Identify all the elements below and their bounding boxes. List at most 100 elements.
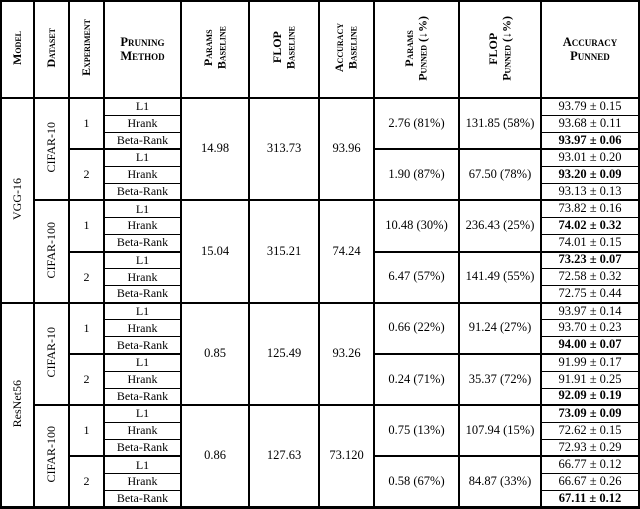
flop-pruned-cell: 84.87 (33%)	[458, 455, 542, 509]
header-experiment-label: Experiment	[78, 19, 93, 77]
flop-baseline-cell: 315.21	[248, 199, 320, 304]
accuracy-pruned-cell: 73.23 ± 0.07	[540, 250, 640, 270]
experiment-cell: 1	[68, 97, 105, 150]
accuracy-pruned-cell: 74.02 ± 0.32	[540, 216, 640, 236]
accuracy-pruned-cell: 72.93 ± 0.29	[540, 438, 640, 457]
header-dataset: Dataset	[33, 0, 70, 99]
dataset-label: CIFAR-100	[43, 426, 58, 483]
table-row: Beta-Rank 72.75 ± 0.44	[1, 285, 640, 304]
accuracy-pruned-cell: 93.68 ± 0.11	[540, 114, 640, 133]
params-pruned-cell: 0.66 (22%)	[373, 301, 460, 355]
model-label: ResNet56	[9, 379, 24, 427]
flop-pruned-cell: 236.43 (25%)	[458, 199, 542, 253]
flop-baseline-cell: 313.73	[248, 97, 320, 201]
accuracy-baseline-cell: 74.24	[318, 199, 375, 304]
method-cell: Beta-Rank	[103, 285, 182, 304]
experiment-cell: 2	[68, 352, 105, 406]
table-row: Hrank 93.70 ± 0.23	[1, 319, 640, 338]
flop-baseline-cell: 125.49	[248, 301, 320, 406]
accuracy-baseline-cell: 93.26	[318, 301, 375, 406]
accuracy-pruned-cell: 93.20 ± 0.09	[540, 165, 640, 184]
dataset-cell: CIFAR-100	[33, 199, 70, 304]
accuracy-pruned-cell: 93.79 ± 0.15	[540, 97, 640, 116]
method-cell: Hrank	[103, 421, 182, 440]
header-experiment: Experiment	[68, 0, 105, 99]
header-accuracy-pruned-line1: Accuracy	[562, 34, 618, 49]
params-baseline-cell: 15.04	[180, 199, 250, 304]
header-dataset-label: Dataset	[43, 28, 58, 68]
method-cell: Hrank	[103, 472, 182, 491]
accuracy-pruned-cell: 93.97 ± 0.06	[540, 131, 640, 150]
accuracy-pruned-cell: 94.00 ± 0.07	[540, 336, 640, 355]
table-row: Beta-Rank 74.01 ± 0.15	[1, 233, 640, 253]
accuracy-pruned-cell: 67.11 ± 0.12	[540, 489, 640, 509]
table-row: Hrank 93.20 ± 0.09	[1, 165, 640, 184]
method-cell: Hrank	[103, 114, 182, 133]
header-accuracy-baseline-line1: Accuracy	[332, 23, 347, 73]
accuracy-pruned-cell: 74.01 ± 0.15	[540, 233, 640, 253]
method-cell: Beta-Rank	[103, 336, 182, 355]
dataset-label: CIFAR-100	[43, 221, 58, 279]
method-cell: Beta-Rank	[103, 131, 182, 150]
params-pruned-cell: 0.58 (67%)	[373, 455, 460, 509]
method-cell: L1	[103, 148, 182, 167]
accuracy-pruned-cell: 72.58 ± 0.32	[540, 268, 640, 287]
accuracy-pruned-cell: 72.75 ± 0.44	[540, 285, 640, 304]
table-row: CIFAR-100 1 L1 0.86 127.63 73.120 0.75 (…	[1, 404, 640, 509]
method-cell: Hrank	[103, 319, 182, 338]
method-cell: L1	[103, 455, 182, 474]
method-cell: Beta-Rank	[103, 182, 182, 201]
params-baseline-cell: 14.98	[180, 97, 250, 201]
accuracy-pruned-cell: 92.09 ± 0.19	[540, 387, 640, 406]
model-cell-vgg16: VGG-16	[0, 97, 35, 304]
header-flop-pruned: FLOP Punned (↓%)	[458, 0, 542, 99]
method-cell: L1	[103, 250, 182, 270]
table-row: 2 L1 1.90 (87%) 67.50 (78%) 93.01 ± 0.20	[1, 148, 640, 201]
method-cell: Beta-Rank	[103, 438, 182, 457]
flop-pruned-cell: 107.94 (15%)	[458, 404, 542, 457]
header-flop-pruned-line1: FLOP	[485, 31, 500, 64]
table-row: Beta-Rank 67.11 ± 0.12	[1, 489, 640, 509]
header-params-baseline-line1: Params	[200, 29, 215, 67]
table-row: 2 L1 6.47 (57%) 141.49 (55%) 73.23 ± 0.0…	[1, 250, 640, 304]
table-row: VGG-16 CIFAR-10 1 L1 14.98 313.73 93.96 …	[0, 97, 640, 304]
accuracy-pruned-cell: 93.01 ± 0.20	[540, 148, 640, 167]
table-row: Beta-Rank 94.00 ± 0.07	[1, 336, 640, 355]
header-flop-baseline-line1: FLOP	[269, 31, 284, 64]
header-pruning-method: Pruning Method	[103, 0, 182, 99]
accuracy-pruned-cell: 66.77 ± 0.12	[540, 455, 640, 474]
flop-baseline-cell: 127.63	[248, 404, 320, 509]
header-pruning-method-line1: Pruning	[120, 34, 165, 49]
experiment-cell: 1	[68, 404, 105, 457]
params-pruned-cell: 6.47 (57%)	[373, 250, 460, 304]
dataset-cell: CIFAR-10	[33, 97, 70, 201]
method-cell: Hrank	[103, 268, 182, 287]
experiment-cell: 2	[68, 455, 105, 509]
flop-pruned-cell: 131.85 (58%)	[458, 97, 542, 150]
method-cell: Beta-Rank	[103, 233, 182, 253]
method-cell: Hrank	[103, 165, 182, 184]
header-model-label: Model	[9, 30, 24, 65]
accuracy-baseline-cell: 73.120	[318, 404, 375, 509]
method-cell: Hrank	[103, 216, 182, 236]
experiment-cell: 1	[68, 199, 105, 253]
experiment-cell: 2	[68, 148, 105, 201]
header-flop-baseline: FLOP Baseline	[248, 0, 320, 99]
table-row: CIFAR-100 1 L1 15.04 315.21 74.24 10.48 …	[1, 199, 640, 304]
method-cell: L1	[103, 301, 182, 321]
model-cell-resnet56: ResNet56	[0, 301, 35, 508]
dataset-label: CIFAR-10	[43, 122, 58, 173]
params-pruned-cell: 2.76 (81%)	[373, 97, 460, 150]
accuracy-pruned-cell: 93.70 ± 0.23	[540, 319, 640, 338]
accuracy-pruned-cell: 93.97 ± 0.14	[540, 301, 640, 321]
method-cell: L1	[103, 404, 182, 423]
accuracy-pruned-cell: 66.67 ± 0.26	[540, 472, 640, 491]
header-row: Model Dataset Experiment Pruning Method P…	[0, 0, 640, 99]
table-row: Hrank 74.02 ± 0.32	[1, 216, 640, 236]
header-params-pruned: Params Punned (↓%)	[373, 0, 460, 99]
params-pruned-cell: 0.75 (13%)	[373, 404, 460, 457]
table-row: 2 L1 0.58 (67%) 84.87 (33%) 66.77 ± 0.12	[1, 455, 640, 509]
header-pruning-method-line2: Method	[120, 48, 165, 63]
